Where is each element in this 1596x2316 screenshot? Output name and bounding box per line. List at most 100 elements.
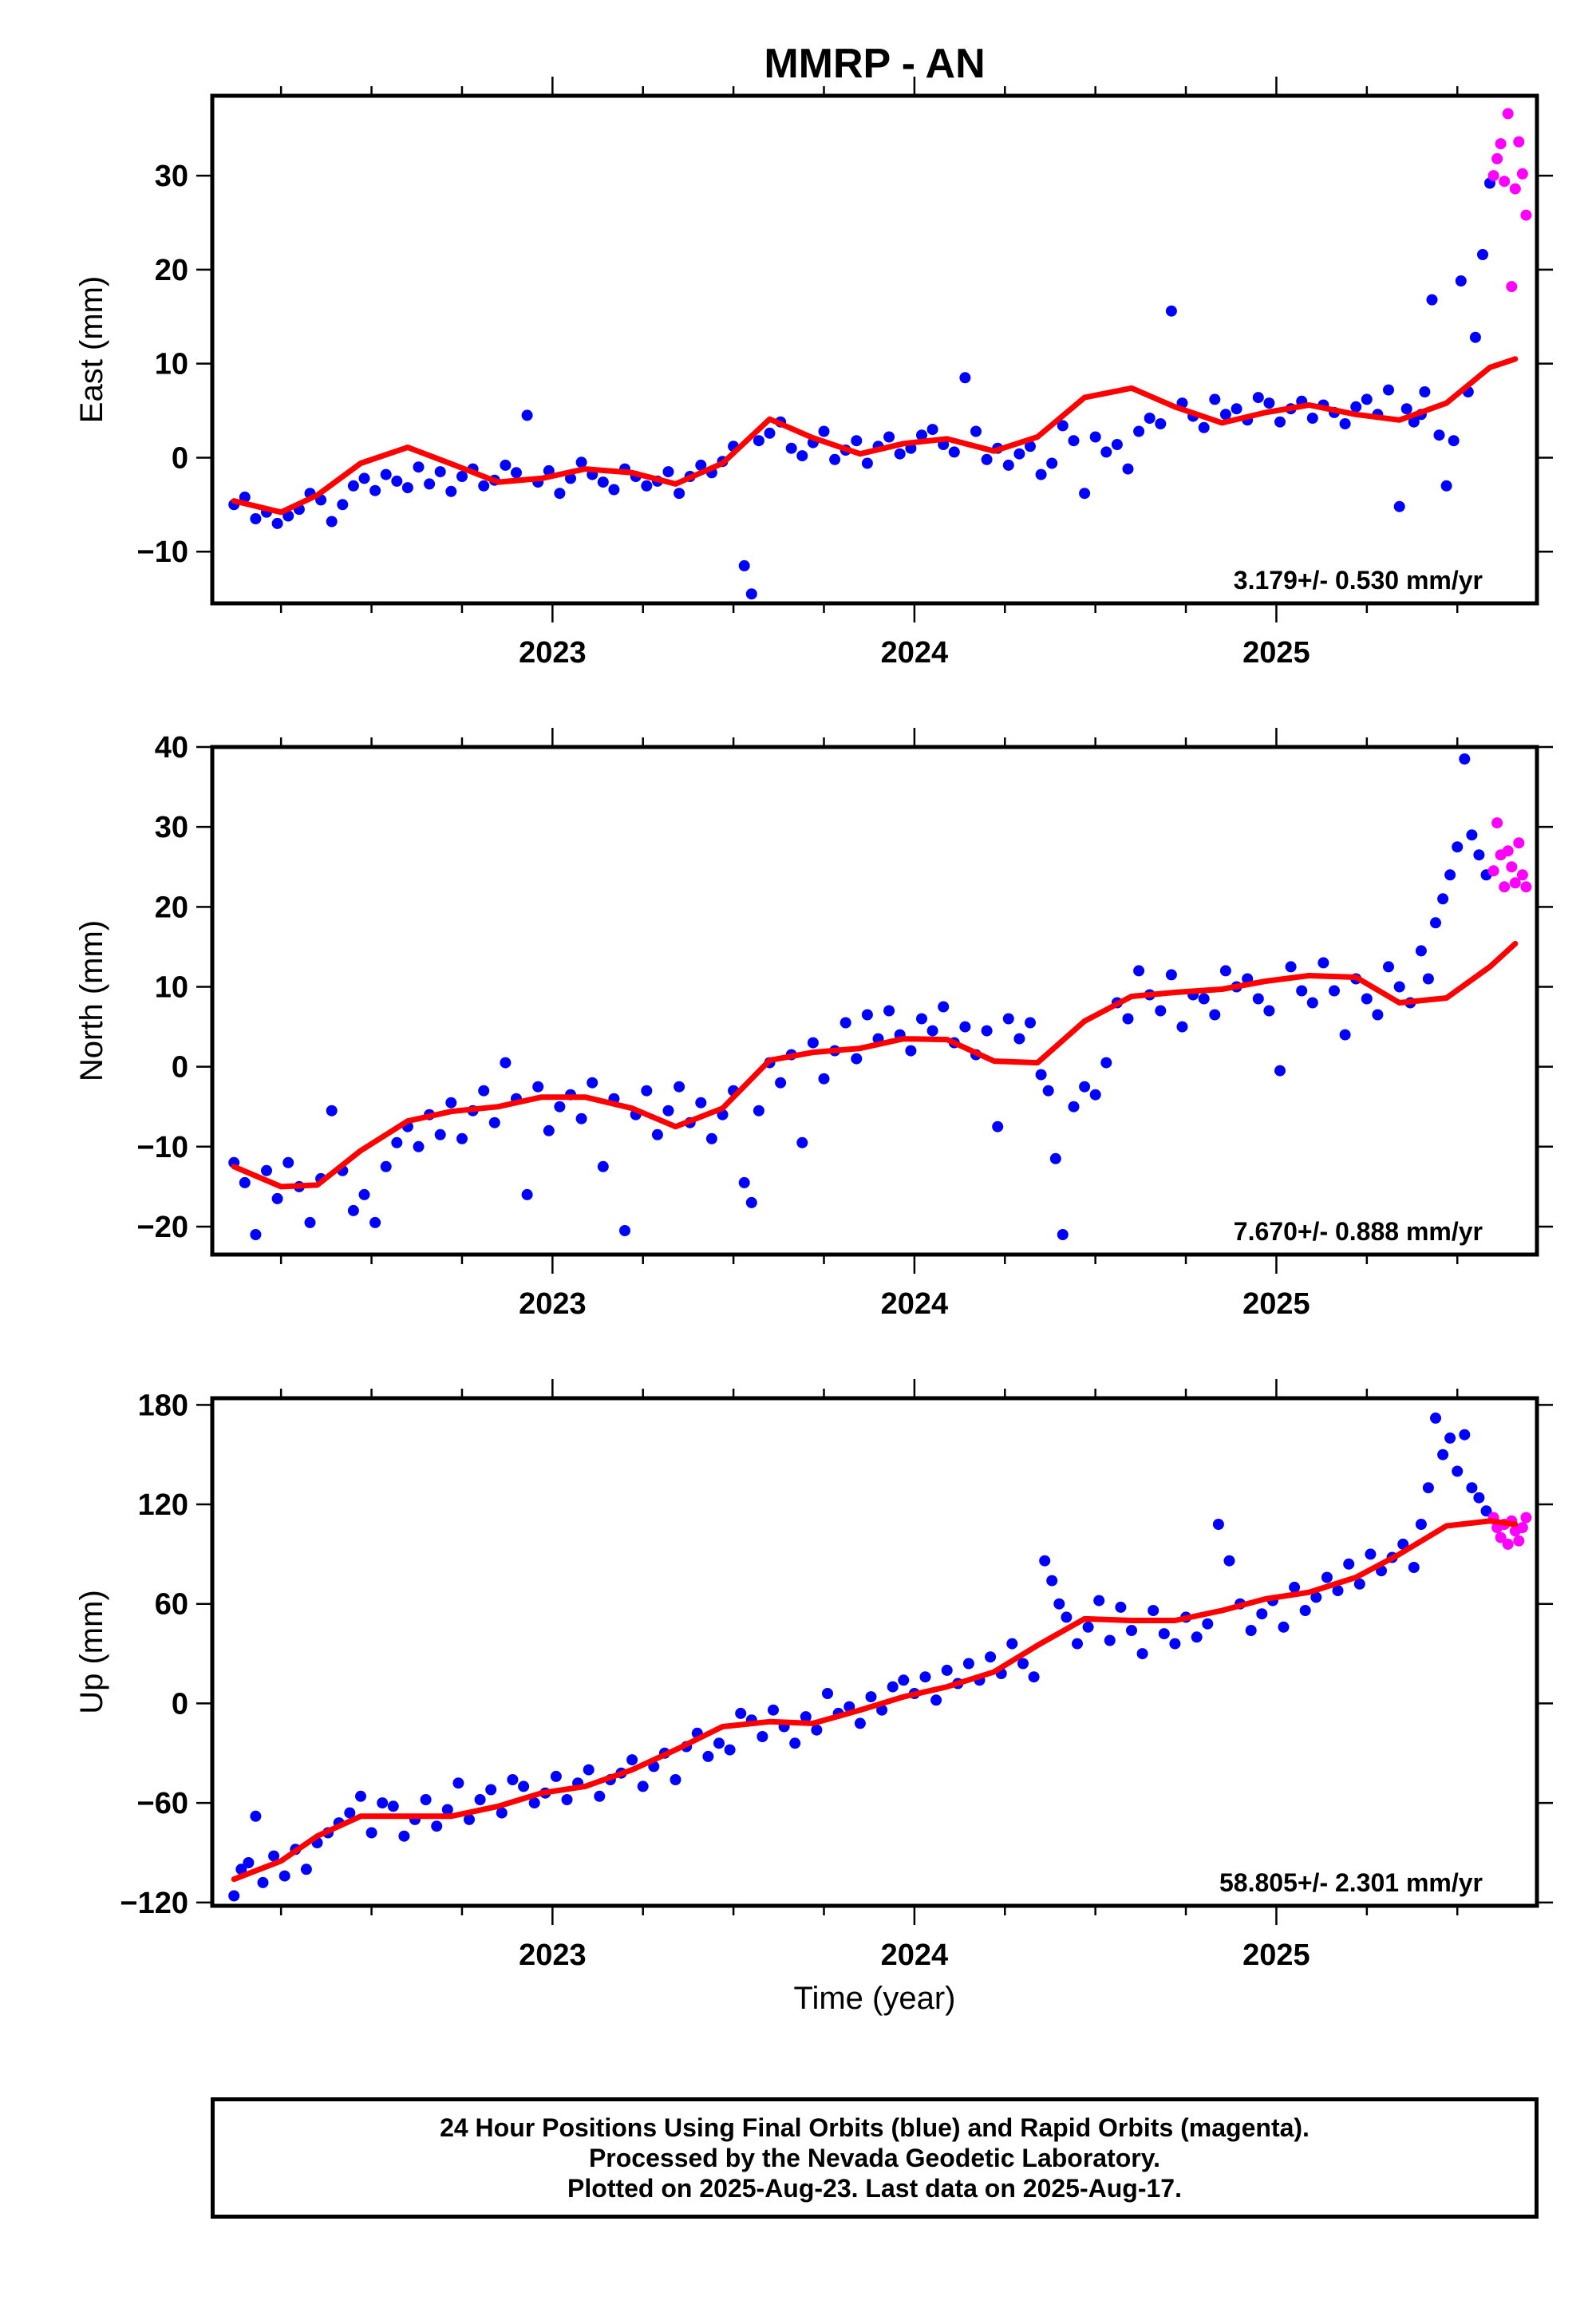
east-final-point (1440, 480, 1452, 492)
processing-note-line-1: 24 Hour Positions Using Final Orbits (bl… (440, 2113, 1310, 2142)
north-final-point (1285, 961, 1297, 973)
north-final-point (358, 1188, 370, 1200)
east-final-point (1122, 463, 1134, 475)
east-final-point (424, 478, 436, 490)
processing-note-line-3: Plotted on 2025-Aug-23. Last data on 202… (567, 2174, 1182, 2203)
east-final-point (1133, 425, 1145, 437)
up-plot-area (228, 1412, 1532, 1902)
north-final-point (851, 1053, 863, 1065)
east-final-point (401, 482, 413, 494)
x-axis-title: Time (year) (794, 1981, 956, 2016)
up-final-point (702, 1750, 714, 1762)
east-final-point (347, 480, 359, 492)
east-final-point (1361, 393, 1373, 405)
east-final-point (1089, 431, 1101, 443)
north-final-point (304, 1216, 316, 1228)
up-final-point (398, 1830, 410, 1842)
north-final-point (619, 1225, 630, 1236)
up-final-point (1310, 1591, 1322, 1603)
up-final-point (1353, 1578, 1365, 1590)
east-final-point (1231, 403, 1242, 415)
north-final-point (413, 1140, 425, 1152)
east-final-point (250, 513, 262, 524)
north-final-point (1437, 893, 1449, 905)
up-final-point (1444, 1432, 1456, 1444)
east-fit-curve (231, 356, 1519, 516)
north-final-point (488, 1117, 500, 1128)
east-rapid-point (1487, 170, 1499, 182)
north-final-point (641, 1085, 653, 1097)
up-final-point (441, 1804, 453, 1816)
east-final-point (337, 499, 349, 511)
east-y-tick-label: 10 (155, 348, 188, 381)
north-final-point (478, 1085, 490, 1097)
up-final-point (1148, 1605, 1159, 1616)
north-final-point (839, 1017, 851, 1029)
north-final-point (1430, 917, 1441, 929)
east-final-point (970, 425, 982, 437)
north-final-point (905, 1045, 917, 1057)
up-final-point (1480, 1505, 1492, 1517)
east-final-point (662, 466, 674, 478)
north-y-tick-label: 40 (155, 731, 188, 765)
up-y-tick-label: −60 (137, 1787, 188, 1820)
east-rapid-point (1506, 281, 1518, 293)
east-final-point (565, 472, 576, 484)
up-plot-frame (210, 1396, 1539, 1908)
up-final-point (876, 1704, 888, 1716)
north-panel: −20 −10 0 10 20 30 40 2023 2024 2025 North (mm) 7.6… (74, 728, 1553, 1321)
north-final-point (1079, 1081, 1091, 1093)
north-y-tick-label: 30 (155, 811, 188, 844)
east-final-point (608, 484, 620, 496)
up-final-point (300, 1863, 312, 1875)
north-final-point (1013, 1033, 1025, 1045)
up-final-point (377, 1797, 389, 1809)
east-final-point (926, 424, 938, 436)
north-final-point (1209, 1009, 1221, 1021)
up-rate-label: 58.805+/- 2.301 mm/yr (1219, 1868, 1483, 1897)
north-final-point (1049, 1152, 1061, 1164)
east-rapid-point (1495, 138, 1507, 150)
north-final-point (992, 1120, 1004, 1132)
up-y-tick-label: 60 (155, 1588, 188, 1622)
north-final-point (695, 1097, 707, 1109)
east-y-tick-label: 0 (172, 441, 188, 475)
up-rapid-point (1513, 1535, 1525, 1547)
north-final-point (1263, 1005, 1275, 1017)
east-final-point (883, 431, 895, 443)
east-final-point (1100, 446, 1112, 458)
up-final-point (1072, 1638, 1083, 1650)
up-final-point (365, 1827, 377, 1839)
north-final-point (597, 1160, 609, 1172)
north-final-point (456, 1132, 468, 1144)
up-final-point (1459, 1429, 1471, 1441)
up-final-point (279, 1870, 290, 1882)
up-final-point (1408, 1562, 1420, 1573)
up-final-point (474, 1794, 486, 1805)
up-final-point (355, 1790, 366, 1802)
north-final-point (1339, 1029, 1351, 1041)
up-final-point (941, 1664, 953, 1676)
east-final-point (894, 448, 906, 460)
up-final-point (1415, 1519, 1427, 1530)
up-final-point (1245, 1625, 1257, 1636)
up-x-tick-label: 2023 (519, 1939, 587, 1972)
east-rate-label: 3.179+/- 0.530 mm/yr (1234, 566, 1483, 595)
east-final-point (413, 461, 425, 473)
north-final-point (1089, 1089, 1101, 1101)
north-rapid-point (1513, 837, 1525, 849)
up-final-point (898, 1674, 910, 1686)
up-final-point (1430, 1412, 1441, 1424)
up-final-point (1158, 1628, 1170, 1640)
north-final-point (1042, 1085, 1054, 1097)
up-final-point (1256, 1608, 1268, 1620)
up-final-point (1437, 1448, 1449, 1460)
up-final-point (1093, 1595, 1105, 1607)
north-final-point (1317, 957, 1329, 969)
east-final-point (326, 516, 338, 528)
east-final-point (818, 425, 830, 437)
east-y-tick-label: 30 (155, 160, 188, 193)
north-final-point (753, 1105, 764, 1117)
east-final-point (1252, 392, 1264, 404)
north-final-point (434, 1128, 446, 1140)
